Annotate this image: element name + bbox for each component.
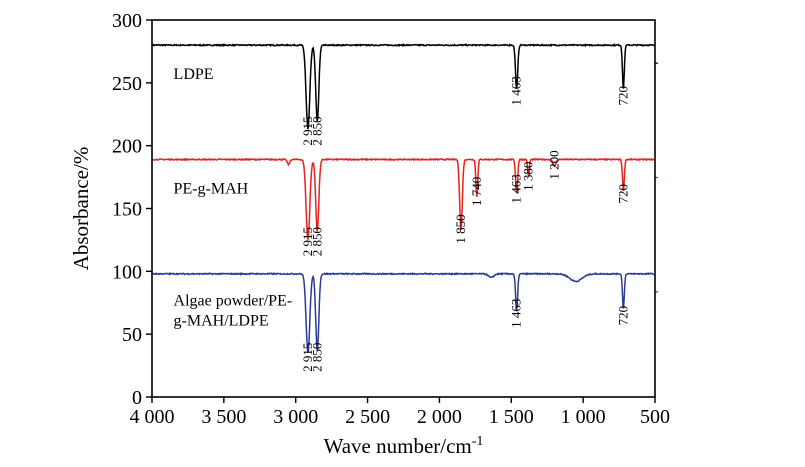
y-tick-label: 100	[112, 261, 142, 283]
peak-label: 2 915	[300, 116, 315, 145]
series-name-line: LDPE	[174, 66, 214, 83]
y-tick-label: 50	[122, 324, 142, 346]
series-line-1	[152, 42, 655, 130]
peak-label: 2 850	[309, 227, 324, 256]
series-name-line: Algae powder/PE-	[174, 292, 293, 309]
peak-label: 1 463	[509, 299, 524, 328]
x-tick-label: 500	[640, 406, 670, 428]
peak-label: 1 463	[509, 174, 524, 203]
peak-label: 1 463	[509, 76, 524, 105]
x-axis-title: Wave number/cm-1	[324, 434, 484, 458]
y-tick-label: 200	[112, 136, 142, 158]
peak-label: 1 850	[453, 214, 468, 243]
x-tick-label: 1 500	[489, 406, 534, 428]
peak-label: 720	[615, 306, 630, 326]
x-tick-label: 2 500	[345, 406, 390, 428]
peak-label: 720	[615, 86, 630, 106]
peak-label: 2 850	[309, 116, 324, 145]
plot-frame	[151, 19, 656, 398]
peak-label: 1 740	[469, 177, 484, 206]
series-name-line: g-MAH/LDPE	[174, 312, 269, 329]
y-tick-label: 250	[112, 73, 142, 95]
x-tick-label: 4 000	[130, 406, 175, 428]
axis-ticks: 4 000 3 500 3 000 2 500 2 000 1 500 1 000 500 0 5…	[112, 10, 670, 428]
series-name-3: Algae powder/PE-g-MAH/LDPE	[174, 292, 293, 329]
series-name-line: PE-g-MAH	[174, 180, 249, 197]
peak-label: 1 380	[521, 162, 536, 191]
y-axis-title: Absorbance/%	[69, 147, 93, 271]
series-name-1: LDPE	[174, 66, 214, 83]
x-tick-label: 2 000	[417, 406, 462, 428]
series-names-layer: LDPE PE-g-MAH Algae powder/PE-g-MAH/LDPE	[174, 66, 293, 329]
y-tick-label: 150	[112, 199, 142, 221]
series-line-2	[152, 157, 655, 240]
peak-label: 720	[615, 184, 630, 204]
x-tick-label: 3 500	[201, 406, 246, 428]
x-tick-label: 1 000	[561, 406, 606, 428]
x-axis-title-sup: -1	[472, 434, 484, 449]
x-axis-title-main: Wave number/cm	[324, 434, 472, 458]
series-line-3	[152, 271, 655, 353]
peak-label: 2 850	[309, 343, 324, 372]
peak-label: 2 915	[300, 343, 315, 372]
x-tick-label: 3 000	[273, 406, 318, 428]
y-tick-label: 0	[132, 387, 142, 409]
peak-label: 2 915	[300, 227, 315, 256]
peak-label: 1 200	[546, 150, 561, 179]
y-tick-label: 300	[112, 10, 142, 32]
series-name-2: PE-g-MAH	[174, 180, 249, 197]
